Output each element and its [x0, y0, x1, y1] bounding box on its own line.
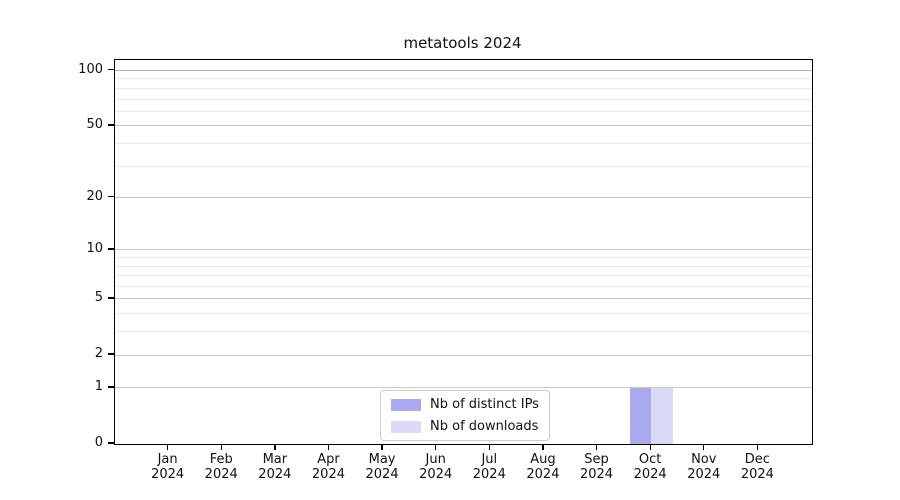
y-gridline-minor	[115, 257, 812, 259]
y-gridline-minor	[115, 110, 812, 112]
x-tick-label: Nov 2024	[687, 452, 721, 482]
x-tick	[488, 445, 490, 450]
x-tick	[649, 445, 651, 450]
x-tick	[327, 445, 330, 450]
y-gridline-minor	[115, 98, 812, 100]
x-tick-label: Jul 2024	[472, 452, 506, 482]
y-tick-label: 100	[78, 61, 103, 77]
y-tick-label: 20	[86, 188, 103, 204]
y-gridline-minor	[115, 142, 812, 144]
x-tick	[756, 445, 759, 450]
y-tick-label: 50	[86, 116, 103, 132]
y-gridline-major	[115, 387, 812, 389]
y-tick	[108, 442, 114, 444]
bar-nb-of-distinct-ips	[629, 387, 652, 444]
x-tick-label: Jun 2024	[419, 452, 453, 482]
x-tick	[167, 445, 169, 450]
x-tick-label: Jan 2024	[151, 452, 185, 482]
y-gridline-minor	[115, 286, 812, 288]
y-tick-label: 10	[86, 240, 103, 256]
y-gridline-minor	[115, 331, 812, 333]
x-tick	[381, 445, 383, 450]
y-gridline-minor	[115, 165, 812, 167]
y-gridline-minor	[115, 87, 812, 89]
legend-label-downloads: Nb of downloads	[430, 419, 539, 434]
legend-label-distinct-ips: Nb of distinct IPs	[430, 397, 539, 412]
x-tick	[595, 445, 598, 450]
legend: Nb of distinct IPs Nb of downloads	[380, 390, 550, 441]
x-tick-label: Feb 2024	[204, 452, 238, 482]
y-gridline-minor	[115, 78, 812, 80]
y-gridline-major	[115, 354, 812, 356]
x-tick-label: Aug 2024	[526, 452, 560, 482]
y-gridline-minor	[115, 265, 812, 267]
y-gridline-major	[115, 125, 812, 127]
plot-area	[114, 59, 813, 445]
y-tick-label: 1	[94, 378, 103, 394]
y-tick	[108, 386, 114, 388]
y-tick	[108, 353, 114, 355]
x-tick	[435, 445, 437, 450]
y-gridline-major	[115, 70, 812, 71]
y-tick	[108, 196, 114, 198]
y-tick-label: 5	[94, 289, 103, 305]
legend-swatch-distinct-ips	[391, 398, 421, 411]
x-tick	[274, 445, 276, 450]
y-gridline-minor	[115, 275, 812, 277]
y-gridline-major	[115, 249, 812, 251]
legend-row-distinct-ips: Nb of distinct IPs	[391, 397, 539, 412]
chart-title: metatools 2024	[403, 34, 522, 52]
y-gridline-major	[115, 298, 812, 300]
x-tick-label: May 2024	[365, 452, 399, 482]
x-tick-label: Sep 2024	[579, 452, 614, 482]
legend-row-downloads: Nb of downloads	[391, 419, 539, 434]
y-tick	[108, 68, 114, 71]
x-tick	[703, 445, 705, 450]
y-gridline-major	[115, 197, 812, 199]
x-tick-label: Oct 2024	[633, 452, 667, 482]
x-tick-label: Mar 2024	[258, 452, 292, 482]
y-tick-label: 0	[94, 435, 103, 450]
x-tick	[542, 445, 544, 450]
x-tick	[220, 445, 222, 450]
y-tick-label: 2	[94, 346, 103, 362]
bar-nb-of-downloads	[651, 387, 673, 444]
legend-swatch-downloads	[391, 420, 421, 433]
y-gridline-minor	[115, 313, 812, 315]
x-tick-label: Dec 2024	[740, 452, 774, 482]
x-tick-label: Apr 2024	[311, 452, 345, 482]
y-tick	[108, 124, 114, 126]
y-tick	[108, 297, 114, 299]
y-tick	[108, 248, 114, 250]
